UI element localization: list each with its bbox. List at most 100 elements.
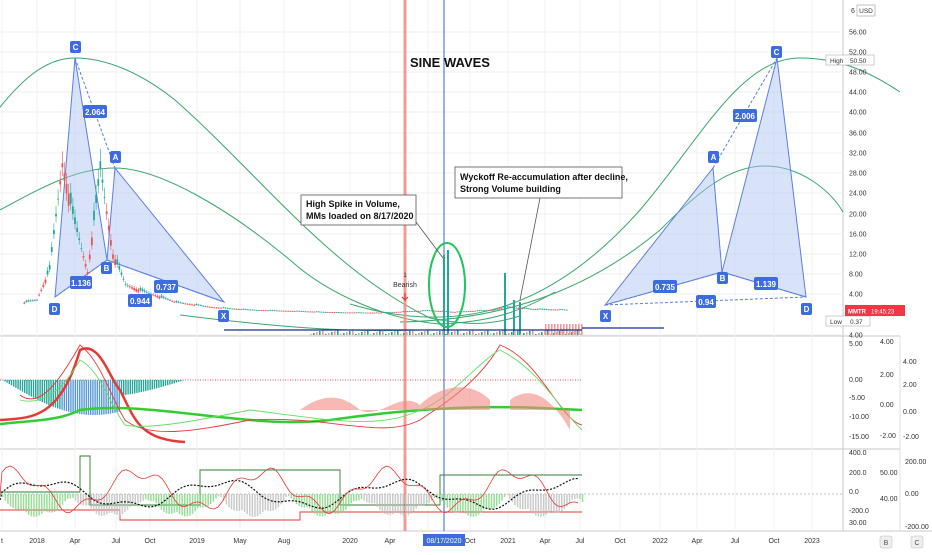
momentum-bar [233,494,235,511]
candle-body [541,309,543,310]
candle-body [142,289,144,291]
volume-bar [466,332,468,335]
momentum-bar [410,494,412,514]
volume-bar [409,331,411,335]
candle-body [216,308,218,309]
histogram-bar [127,380,128,395]
candle-body [483,310,485,311]
volume-bar [541,332,543,335]
candle-body [234,309,236,310]
pattern-right-a: A [711,153,717,162]
momentum-bar [15,494,17,509]
momentum-bar [569,494,571,503]
histogram-bar [11,380,12,385]
momentum-bar [298,494,300,506]
candle-body [169,300,171,301]
chart-title: SINE WAVES [410,55,490,70]
candle-body [137,290,139,293]
volume-bar [511,332,513,335]
pattern-left-r4: 0.737 [156,283,177,292]
momentum-bar [36,494,38,517]
histogram-bar [26,380,27,394]
histogram-bar [156,380,157,388]
candle-body [496,309,498,310]
volume-bar [367,330,369,335]
volume-bar [412,330,414,335]
momentum-bar [270,494,272,511]
momentum-bar [548,494,550,513]
histogram-bar [125,380,126,395]
candle-body [225,308,227,309]
candle-body [463,311,465,312]
pattern-right-r4: 1.139 [756,280,777,289]
candle-body [550,309,552,310]
momentum-bar [488,494,490,509]
momentum-bar [579,494,581,499]
momentum-bar [119,494,121,515]
candle-body [163,297,165,298]
histogram-bar [33,380,34,398]
osc2-tick: 0.0 [849,489,859,496]
histogram-bar [149,380,150,390]
histogram-bar [70,380,71,412]
momentum-bar [519,494,521,509]
candle-body [123,279,125,280]
candle-body [305,311,307,312]
momentum-bar [486,494,488,509]
momentum-bar [353,494,355,501]
momentum-bar [356,494,358,501]
histogram-bar [174,380,175,383]
momentum-bar [202,494,204,508]
volume-bar [349,331,351,335]
candle-body [202,306,204,307]
histogram-bar [15,380,16,388]
candle-body [154,295,156,296]
candle-body [135,289,137,292]
histogram-bar [180,380,181,381]
candle-body [289,311,291,312]
momentum-bar [246,494,248,514]
momentum-bar [231,494,233,509]
momentum-bar [538,494,540,517]
momentum-bar [2,494,4,497]
candle-body [385,312,387,313]
histogram-bar [160,380,161,387]
candle-body [398,312,400,313]
histogram-bar [50,380,51,406]
momentum-bar [148,494,150,500]
histogram-bar [145,380,146,391]
volume-bar [520,334,522,335]
momentum-bar [402,494,404,516]
momentum-bar [387,494,389,515]
momentum-bar [514,494,516,505]
candle-body [437,311,439,312]
ticker-value: 19:45:23 [871,310,895,316]
candle-body [89,255,91,260]
candle-body [182,303,184,304]
momentum-bar [197,494,199,508]
volume-bar [508,333,510,335]
candle-body [511,307,513,308]
candle-body [247,309,249,310]
candle-body [402,311,404,312]
momentum-bar [543,494,545,516]
histogram-bar [22,380,23,392]
momentum-bar [137,494,139,503]
candle-body [488,310,490,311]
candle-body [110,240,112,246]
histogram-bar [99,380,100,415]
momentum-bar [23,494,25,510]
pattern-right-x: X [603,312,609,321]
candle-body [311,312,313,313]
momentum-bar [540,494,542,517]
price-tick: 4.00 [849,292,863,299]
momentum-bar [415,494,417,508]
candle-body [121,273,123,275]
candle-body [287,311,289,312]
momentum-bar [530,494,532,511]
candle-body [292,311,294,312]
time-tick: 2019 [189,538,205,545]
momentum-bar [10,494,12,506]
